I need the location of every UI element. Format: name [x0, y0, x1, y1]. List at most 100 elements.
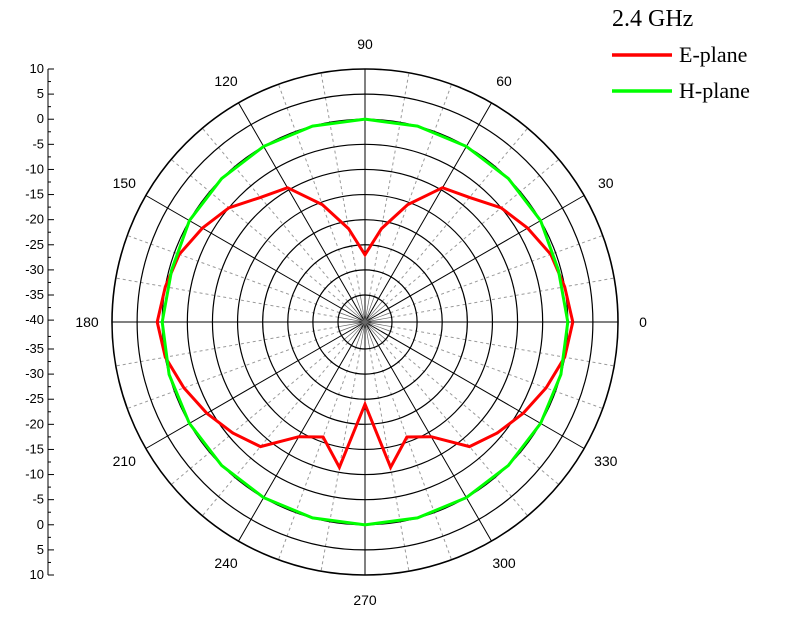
- radial-tick-label: -35: [25, 341, 44, 356]
- radial-tick-label: 10: [30, 567, 44, 582]
- center-spoke: [364, 296, 375, 323]
- angle-tick-label: 210: [113, 453, 137, 469]
- center-spoke: [355, 296, 366, 323]
- angle-tick-label: 270: [353, 592, 377, 608]
- major-spoke: [364, 195, 585, 323]
- radial-tick-label: 10: [30, 61, 44, 76]
- polar-grid: [111, 68, 619, 576]
- radial-tick-label: -20: [25, 416, 44, 431]
- grid-circle: [312, 269, 418, 375]
- minor-spoke: [369, 72, 410, 296]
- minor-spoke: [201, 342, 349, 517]
- legend-title: 2.4 GHz: [612, 6, 693, 32]
- center-spoke: [338, 316, 366, 323]
- major-spoke: [364, 321, 585, 449]
- outer-circle: [111, 68, 619, 576]
- grid-circle: [337, 294, 393, 350]
- minor-spoke: [385, 158, 560, 306]
- center-spoke: [339, 312, 366, 323]
- angle-tick-label: 60: [496, 73, 512, 89]
- radial-tick-label: -35: [25, 287, 44, 302]
- grid-circle: [186, 143, 544, 501]
- minor-spoke: [381, 127, 529, 302]
- radial-tick-label: 5: [37, 86, 44, 101]
- angle-tick-label: 0: [639, 314, 647, 330]
- radial-tick-label: 0: [37, 111, 44, 126]
- angle-tick-label: 30: [598, 175, 614, 191]
- center-spoke: [364, 316, 392, 323]
- radial-tick-label: -15: [25, 187, 44, 202]
- major-spoke: [145, 321, 366, 449]
- grid-circle: [136, 93, 594, 551]
- major-spoke: [145, 195, 366, 323]
- major-spoke: [364, 321, 492, 542]
- center-spoke: [338, 321, 366, 328]
- grid-circle: [262, 219, 468, 425]
- center-spoke: [364, 301, 383, 323]
- angle-tick-label: 180: [75, 314, 99, 330]
- minor-spoke: [390, 234, 603, 314]
- series-line-h-plane: [160, 117, 570, 527]
- grid-circle: [287, 244, 443, 400]
- minor-spoke: [170, 158, 345, 306]
- angle-tick-label: 120: [214, 73, 238, 89]
- minor-spoke: [373, 347, 453, 560]
- angle-tick-label: 90: [357, 36, 373, 52]
- center-spoke: [364, 321, 392, 328]
- minor-spoke: [127, 234, 340, 314]
- radial-tick-label: -25: [25, 237, 44, 252]
- radial-tick-label: -25: [25, 391, 44, 406]
- minor-spoke: [277, 84, 357, 297]
- center-spoke: [364, 304, 386, 323]
- center-spoke: [364, 321, 391, 332]
- center-spoke: [344, 321, 366, 340]
- radial-tick-label: -15: [25, 441, 44, 456]
- center-spoke: [339, 321, 366, 332]
- center-spoke: [359, 321, 366, 349]
- angle-labels: 0 30 60 90 120 150 180 210 240 270 300 330: [75, 36, 647, 608]
- major-spoke: [238, 321, 366, 542]
- radial-tick-label: 5: [37, 542, 44, 557]
- radial-tick-label: -5: [32, 492, 44, 507]
- series-line-e-plane: [155, 186, 575, 471]
- major-spoke: [364, 102, 492, 323]
- legend-entries: E-plane H-plane: [612, 42, 750, 103]
- angle-tick-label: 150: [113, 175, 137, 191]
- center-spoke: [364, 321, 386, 340]
- minor-spoke: [115, 277, 339, 318]
- minor-spoke: [170, 338, 345, 486]
- angle-tick-label: 330: [594, 453, 618, 469]
- major-spoke: [238, 102, 366, 323]
- minor-spoke: [391, 326, 615, 367]
- minor-spoke: [320, 348, 361, 572]
- center-spoke: [364, 312, 391, 323]
- center-spoke: [364, 321, 371, 349]
- radial-tick-label: -10: [25, 467, 44, 482]
- center-spoke: [364, 321, 383, 343]
- center-spoke: [364, 295, 371, 323]
- radial-tick-label: 0: [37, 517, 44, 532]
- radial-tick-label: -40: [25, 312, 44, 327]
- radial-tick-label: -10: [25, 161, 44, 176]
- radial-tick-label: -30: [25, 262, 44, 277]
- center-spoke: [364, 321, 375, 348]
- center-spoke: [344, 304, 366, 323]
- radial-tick-label: -5: [32, 136, 44, 151]
- minor-spoke: [391, 277, 615, 318]
- legend: 2.4 GHz E-plane H-plane: [612, 6, 750, 103]
- minor-spoke: [369, 348, 410, 572]
- minor-spoke: [373, 84, 453, 297]
- radial-tick-label: -30: [25, 366, 44, 381]
- minor-spoke: [385, 338, 560, 486]
- center-spoke: [347, 301, 366, 323]
- legend-label: H-plane: [679, 78, 750, 103]
- minor-spoke: [390, 330, 603, 410]
- angle-tick-label: 240: [214, 555, 238, 571]
- center-spoke: [347, 321, 366, 343]
- minor-spoke: [201, 127, 349, 302]
- radial-axis: 10 5 0 -5 -10 -15 -20 -25 -30 -35 -40 -35 -30 -25 -20 -…: [25, 61, 54, 582]
- minor-spoke: [127, 330, 340, 410]
- series-layer: [155, 117, 575, 527]
- radial-tick-label: -20: [25, 212, 44, 227]
